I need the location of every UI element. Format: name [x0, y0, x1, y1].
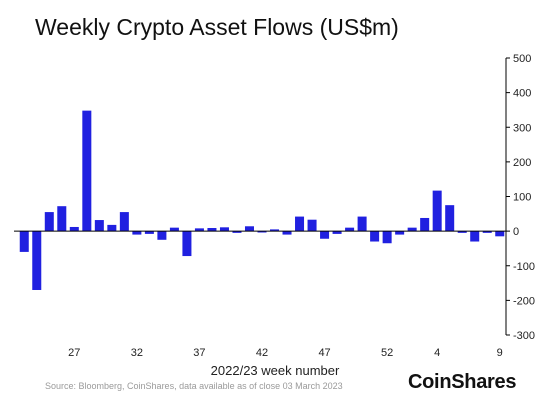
bars-group	[14, 110, 506, 290]
bar-week-3	[420, 217, 430, 232]
bar-week-29	[94, 220, 104, 232]
bar-week-6	[457, 231, 467, 233]
bar-week-37	[194, 228, 204, 232]
x-tick-label: 52	[381, 347, 393, 359]
bar-week-51	[370, 231, 380, 242]
bar-week-46	[307, 219, 317, 232]
x-tick-label: 32	[131, 347, 143, 359]
source-note: Source: Bloomberg, CoinShares, data avai…	[45, 381, 343, 391]
bar-week-9	[495, 231, 505, 237]
x-tick-label: 47	[318, 347, 330, 359]
bar-week-28	[82, 110, 92, 232]
bar-week-47	[320, 231, 330, 239]
bar-week-30	[107, 224, 117, 232]
coinshares-logo: CoinShares	[408, 371, 517, 393]
x-tick-label: 37	[193, 347, 205, 359]
y-tick-label: -100	[513, 261, 535, 273]
x-tick-label: 4	[434, 347, 440, 359]
y-tick-label: 200	[513, 157, 531, 169]
y-tick-label: 100	[513, 192, 531, 204]
bar-week-44	[282, 231, 292, 235]
bar-week-33	[144, 231, 154, 234]
bar-week-34	[157, 231, 167, 240]
x-tick-label: 9	[497, 347, 503, 359]
bar-week-40	[232, 231, 242, 233]
bar-week-1	[395, 231, 405, 235]
bar-week-49	[345, 227, 355, 232]
x-axis-label: 2022/23 week number	[210, 363, 340, 378]
bar-week-31	[119, 212, 129, 232]
bar-week-38	[207, 228, 217, 232]
chart-title: Weekly Crypto Asset Flows (US$m)	[35, 14, 399, 40]
y-axis: -300 -200 -100 0 100 200 300 400 500	[505, 53, 535, 342]
bar-week-5	[445, 205, 455, 232]
y-tick-label: -200	[513, 295, 535, 307]
y-tick-label: 0	[513, 226, 519, 238]
bar-week-42	[257, 231, 267, 233]
bar-week-8	[482, 231, 492, 233]
y-tick-label: -300	[513, 330, 535, 342]
bar-week-52	[382, 231, 392, 244]
bar-week-4	[432, 190, 442, 232]
bar-week-41	[244, 226, 254, 232]
bar-week-7	[470, 231, 480, 242]
bar-week-23	[19, 231, 29, 252]
bar-week-32	[132, 231, 142, 235]
bar-week-36	[182, 231, 192, 257]
bar-week-2	[407, 227, 417, 232]
bar-week-35	[169, 227, 179, 232]
bar-week-39	[219, 227, 229, 232]
y-tick-label: 400	[513, 88, 531, 100]
bar-week-24	[32, 231, 42, 290]
bar-week-45	[295, 216, 305, 232]
bar-week-25	[44, 212, 54, 232]
y-tick-label: 500	[513, 53, 531, 65]
x-tick-label: 42	[256, 347, 268, 359]
bar-week-43	[270, 229, 280, 232]
bar-week-26	[57, 206, 67, 232]
x-tick-label: 27	[68, 347, 80, 359]
y-tick-label: 300	[513, 122, 531, 134]
bar-week-48	[332, 231, 342, 234]
bar-week-27	[69, 226, 79, 232]
bar-week-50	[357, 216, 367, 232]
x-axis: 27 32 37 42 47 52 4 9	[68, 347, 503, 359]
